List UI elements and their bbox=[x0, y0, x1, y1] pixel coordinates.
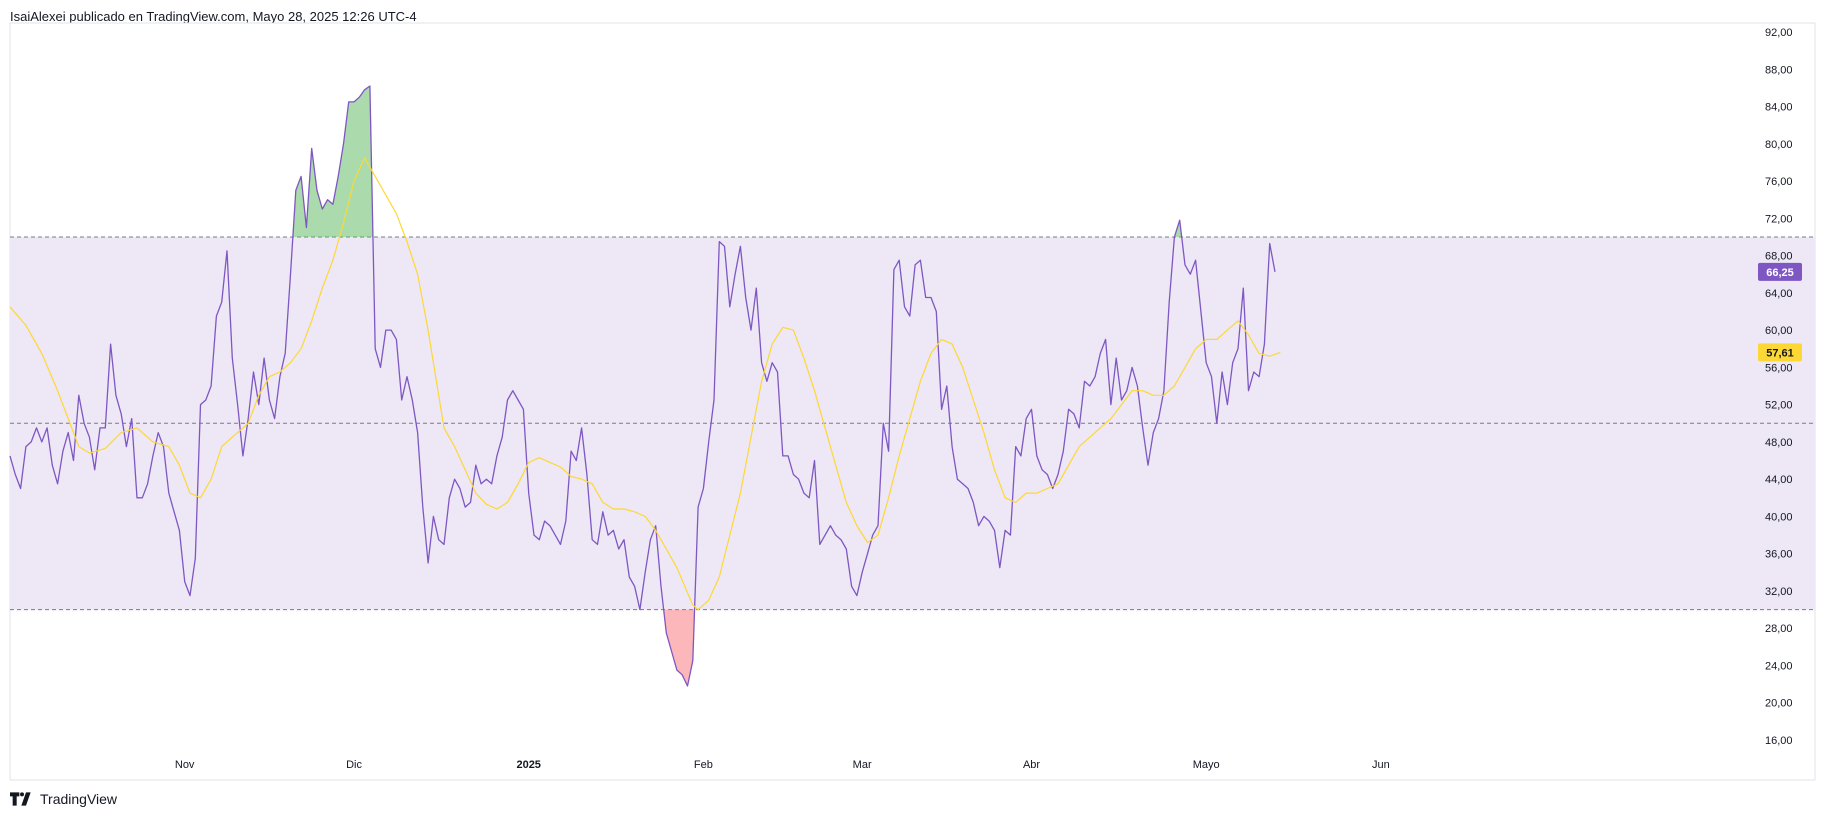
y-tick-label: 28,00 bbox=[1765, 623, 1793, 635]
x-tick-label: Abr bbox=[1023, 759, 1040, 771]
x-axis: Nov Dic 2025 Feb Mar Abr Mayo Jun bbox=[175, 759, 1390, 771]
x-tick-label: Mayo bbox=[1193, 759, 1220, 771]
x-tick-label: Jun bbox=[1372, 759, 1390, 771]
y-tick-label: 44,00 bbox=[1765, 474, 1793, 486]
rsi-line bbox=[9, 85, 1276, 687]
y-tick-label: 88,00 bbox=[1765, 64, 1793, 76]
y-tick-label: 40,00 bbox=[1765, 511, 1793, 523]
oversold-fill bbox=[663, 609, 695, 686]
rsi-band-background bbox=[10, 236, 1815, 610]
rsi-ma-line bbox=[9, 157, 1281, 611]
y-tick-label: 20,00 bbox=[1765, 698, 1793, 710]
x-tick-label: Feb bbox=[694, 759, 713, 771]
y-tick-label: 16,00 bbox=[1765, 735, 1793, 747]
ma-value-label: 57,61 bbox=[1766, 347, 1794, 359]
y-tick-label: 52,00 bbox=[1765, 400, 1793, 412]
y-tick-label: 32,00 bbox=[1765, 586, 1793, 598]
y-tick-label: 48,00 bbox=[1765, 437, 1793, 449]
rsi-value-badge bbox=[1758, 262, 1802, 281]
overbought-fill bbox=[292, 86, 373, 237]
x-tick-label: Dic bbox=[346, 759, 362, 771]
y-tick-label: 56,00 bbox=[1765, 362, 1793, 374]
rsi-value-label: 66,25 bbox=[1766, 267, 1794, 279]
y-tick-label: 36,00 bbox=[1765, 549, 1793, 561]
last-value-badges: 66,25 57,61 bbox=[1758, 262, 1802, 362]
y-tick-label: 76,00 bbox=[1765, 176, 1793, 188]
y-tick-label: 60,00 bbox=[1765, 325, 1793, 337]
y-tick-label: 80,00 bbox=[1765, 139, 1793, 151]
y-tick-label: 68,00 bbox=[1765, 251, 1793, 263]
x-tick-label: Nov bbox=[175, 759, 195, 771]
x-tick-label: Mar bbox=[853, 759, 872, 771]
y-tick-label: 24,00 bbox=[1765, 660, 1793, 672]
y-axis: 16,00 20,00 24,00 28,00 32,00 36,00 40,00 44,00… bbox=[1765, 27, 1793, 747]
tradingview-logo-icon bbox=[10, 792, 31, 806]
y-tick-label: 92,00 bbox=[1765, 27, 1793, 39]
publish-caption: IsaiAlexei publicado en TradingView.com,… bbox=[10, 9, 417, 24]
y-tick-label: 72,00 bbox=[1765, 213, 1793, 225]
footer-brand: TradingView bbox=[40, 791, 118, 807]
y-tick-label: 84,00 bbox=[1765, 102, 1793, 114]
footer: TradingView bbox=[10, 791, 117, 807]
ma-value-badge bbox=[1758, 343, 1802, 362]
y-tick-label: 64,00 bbox=[1765, 288, 1793, 300]
x-tick-label: 2025 bbox=[516, 759, 540, 771]
